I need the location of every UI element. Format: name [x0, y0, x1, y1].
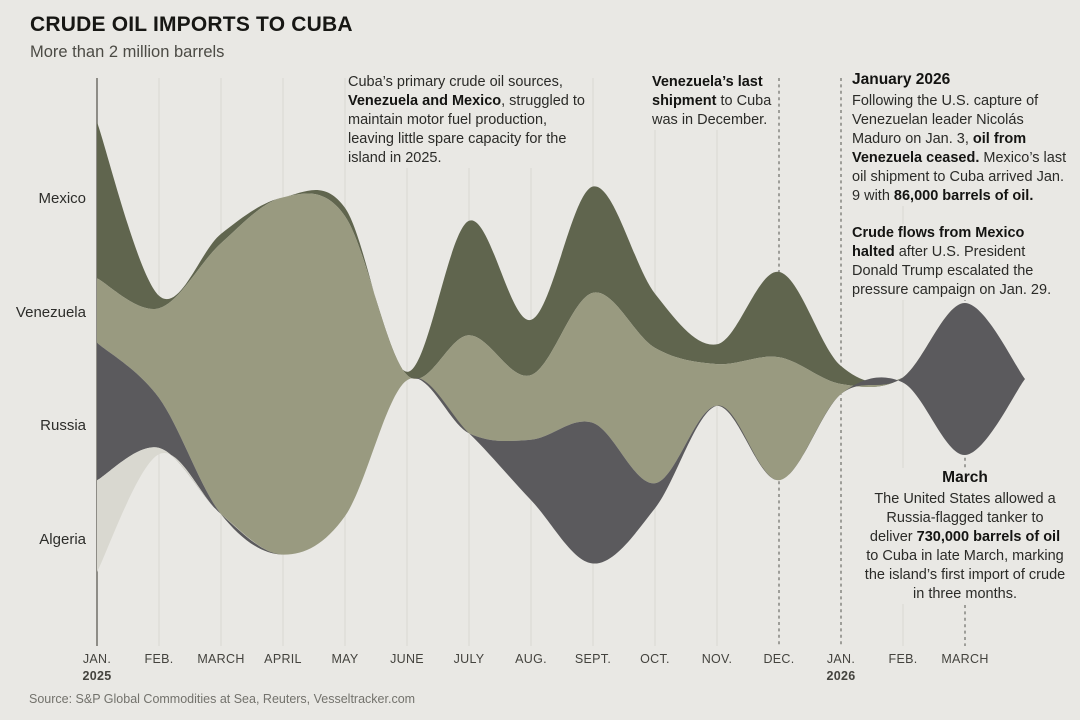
- annotation-bold-text: Venezuela’s last shipment: [652, 74, 763, 109]
- annotation-bold-text: 730,000 barrels of oil: [916, 529, 1061, 546]
- annotation-text: Crude flows from Mexico halted after U.S…: [852, 225, 1051, 298]
- x-tick: MARCH: [197, 651, 244, 668]
- x-tick-month: JULY: [453, 652, 485, 666]
- page-subtitle: More than 2 million barrels: [30, 43, 225, 61]
- stream-venezuela: [97, 193, 1025, 555]
- annotation-venezuela-last-shipment: Venezuela’s last shipment to Cuba was in…: [652, 73, 774, 130]
- x-tick: JULY: [454, 651, 485, 668]
- annotation-january-2026: January 2026 Following the U.S. capture …: [852, 70, 1076, 207]
- annotation-plain-text: Following the U.S. capture of Venezuelan…: [852, 93, 1039, 148]
- x-tick-month: FEB.: [144, 652, 174, 666]
- x-tick-month: JUNE: [390, 652, 424, 666]
- x-tick-year: 2026: [826, 668, 856, 683]
- annotation-bold-text: Crude flows from Mexico halted: [852, 225, 1025, 260]
- country-label-venezuela: Venezuela: [15, 304, 86, 321]
- x-tick: AUG.: [515, 651, 547, 668]
- stream-russia: [97, 302, 1025, 564]
- annotation-heading: March: [942, 469, 988, 486]
- annotation-bold-text: oil from Venezuela ceased.: [852, 131, 1027, 167]
- annotation-text: Venezuela’s last shipment to Cuba was in…: [652, 74, 771, 128]
- annotation-bold-text: Venezuela and Mexico: [348, 92, 502, 109]
- annotation-text: The United States allowed a Russia-flagg…: [865, 491, 1065, 602]
- annotation-2025-overview: Cuba’s primary crude oil sources, Venezu…: [348, 73, 586, 168]
- x-tick-month: NOV.: [701, 652, 733, 666]
- x-tick: APRIL: [264, 651, 302, 668]
- annotation-plain-text: after U.S. President Donald Trump escala…: [852, 243, 1052, 298]
- x-tick-month: DEC.: [763, 652, 795, 666]
- x-tick-month: JAN.: [826, 652, 856, 666]
- stream-mexico: [97, 122, 1025, 388]
- x-tick: NOV.: [702, 651, 733, 668]
- annotation-plain-text: Cuba’s primary crude oil sources,: [348, 74, 563, 90]
- annotation-text: Cuba’s primary crude oil sources, Venezu…: [348, 74, 585, 166]
- annotation-plain-text: to Cuba in late March, marking the islan…: [864, 548, 1066, 603]
- annotation-plain-text: Mexico’s last oil shipment to Cuba arriv…: [852, 150, 1067, 205]
- annotation-plain-text: to Cuba was in December.: [652, 92, 772, 128]
- x-tick: JUNE: [390, 651, 424, 668]
- x-tick-month: APRIL: [264, 652, 302, 666]
- annotation-plain-text: The United States allowed a Russia-flagg…: [869, 491, 1056, 546]
- country-label-algeria: Algeria: [39, 531, 86, 548]
- x-tick: MARCH: [941, 651, 988, 668]
- page-title: CRUDE OIL IMPORTS TO CUBA: [30, 13, 353, 36]
- annotation-bold-text: 86,000 barrels of oil.: [893, 188, 1034, 205]
- annotation-mexico-halted: Crude flows from Mexico halted after U.S…: [852, 224, 1070, 300]
- x-tick: FEB.: [889, 651, 918, 668]
- x-tick-month: MARCH: [941, 652, 989, 666]
- annotation-heading: January 2026: [852, 71, 951, 88]
- x-tick-month: SEPT.: [574, 652, 612, 666]
- country-label-russia: Russia: [40, 417, 86, 434]
- x-tick-month: FEB.: [888, 652, 918, 666]
- x-tick: JAN. 2026: [826, 651, 855, 685]
- x-tick-month: MAY: [331, 652, 359, 666]
- x-tick: SEPT.: [575, 651, 611, 668]
- x-tick: OCT.: [640, 651, 670, 668]
- x-tick: FEB.: [145, 651, 174, 668]
- source-credit: Source: S&P Global Commodities at Sea, R…: [29, 692, 416, 706]
- annotation-text: Following the U.S. capture of Venezuelan…: [852, 93, 1066, 204]
- x-tick-month: JAN.: [82, 652, 112, 666]
- x-tick-month: AUG.: [515, 652, 547, 666]
- x-tick: DEC.: [763, 651, 794, 668]
- annotation-march-delivery: March The United States allowed a Russia…: [864, 468, 1066, 605]
- country-label-mexico: Mexico: [38, 190, 86, 207]
- annotation-plain-text: , struggled to maintain motor fuel produ…: [348, 92, 585, 166]
- x-tick: MAY: [331, 651, 358, 668]
- x-tick: JAN. 2025: [82, 651, 111, 685]
- x-tick-month: OCT.: [640, 652, 670, 666]
- x-tick-month: MARCH: [197, 652, 245, 666]
- x-tick-year: 2025: [82, 668, 112, 683]
